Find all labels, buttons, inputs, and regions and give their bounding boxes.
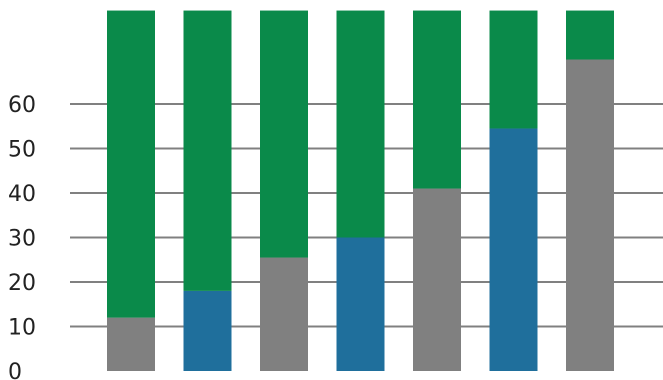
bar-5-segment-3 bbox=[413, 10, 461, 189]
y-tick-label-10: 10 bbox=[8, 316, 36, 341]
bar-4-segment-2 bbox=[336, 237, 385, 371]
bar-5-segment-1 bbox=[413, 188, 461, 371]
bar-1-segment-3 bbox=[107, 10, 155, 318]
bar-2-segment-2 bbox=[183, 290, 232, 371]
bar-3-segment-1 bbox=[260, 257, 308, 371]
bar-4-segment-3 bbox=[336, 10, 385, 238]
bar-7-segment-1 bbox=[566, 59, 614, 371]
y-axis-tick-labels: 0 10 20 30 40 50 60 bbox=[8, 93, 36, 380]
bars bbox=[107, 10, 614, 371]
bar-2-segment-3 bbox=[183, 10, 232, 291]
y-tick-label-40: 40 bbox=[8, 182, 36, 207]
bar-6-segment-2 bbox=[489, 128, 538, 371]
bar-6-segment-3 bbox=[489, 10, 538, 129]
y-tick-label-50: 50 bbox=[8, 138, 36, 163]
y-tick-label-20: 20 bbox=[8, 271, 36, 296]
y-tick-label-0: 0 bbox=[8, 360, 22, 380]
y-tick-label-30: 30 bbox=[8, 227, 36, 252]
bar-3-segment-3 bbox=[260, 10, 308, 258]
bar-1-segment-1 bbox=[107, 317, 155, 371]
bar-7-segment-3 bbox=[566, 10, 614, 60]
y-tick-label-60: 60 bbox=[8, 93, 36, 118]
